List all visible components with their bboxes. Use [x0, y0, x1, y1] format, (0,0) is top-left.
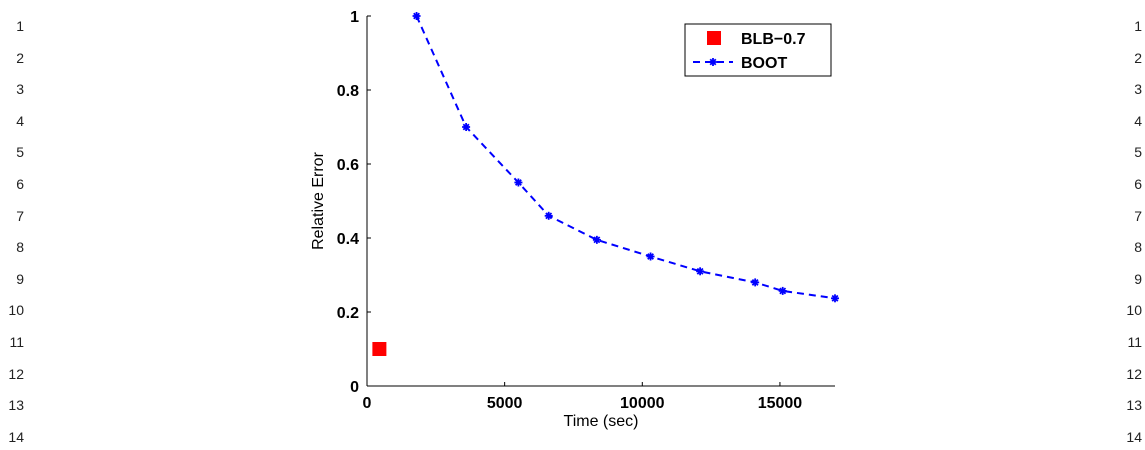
- y-axis-label: Relative Error: [310, 151, 327, 249]
- x-tick-label: 5000: [487, 395, 523, 412]
- boot-data-point: [544, 211, 553, 220]
- right-line-number: 5: [1134, 144, 1142, 161]
- y-tick-label: 0.6: [337, 157, 359, 174]
- boot-data-point: [778, 286, 787, 295]
- boot-data-point: [696, 267, 705, 276]
- boot-data-point: [751, 278, 760, 287]
- left-line-number: 8: [16, 239, 24, 256]
- left-line-number: 7: [16, 207, 24, 224]
- legend-blb-marker: [707, 31, 721, 45]
- x-tick-label: 15000: [758, 395, 803, 412]
- left-line-number: 14: [8, 428, 24, 445]
- left-line-number: 3: [16, 81, 24, 98]
- y-tick-label: 0.4: [337, 231, 359, 248]
- right-line-number: 12: [1126, 365, 1142, 382]
- right-line-number: 4: [1134, 112, 1142, 129]
- right-line-number: 6: [1134, 176, 1142, 192]
- left-line-number: 6: [16, 176, 24, 192]
- left-line-number: 2: [16, 49, 24, 66]
- y-tick-label: 0: [350, 379, 359, 396]
- x-tick-label: 0: [363, 395, 372, 412]
- left-line-number: 10: [8, 302, 24, 319]
- legend: BLB−0.7 BOOT: [684, 23, 832, 77]
- x-axis-label: Time (sec): [564, 413, 639, 430]
- left-line-number: 13: [8, 397, 24, 414]
- y-tick-label: 0.2: [337, 305, 359, 322]
- right-line-number: 13: [1126, 397, 1142, 414]
- right-line-number: 7: [1134, 207, 1142, 224]
- boot-series-line: [415, 15, 836, 300]
- left-line-number: 9: [16, 270, 24, 287]
- left-line-number: 5: [16, 144, 24, 161]
- right-line-number: 1: [1134, 18, 1142, 34]
- boot-data-point: [592, 235, 601, 244]
- right-line-number: 11: [1127, 334, 1142, 350]
- blb-data-point: [372, 342, 387, 356]
- y-tick-label: 1: [350, 9, 359, 26]
- left-line-number: 12: [8, 365, 24, 382]
- y-tick-label: 0.8: [337, 83, 359, 100]
- left-line-number: 1: [16, 18, 24, 34]
- right-line-number: 9: [1134, 270, 1142, 287]
- x-tick-label: 10000: [620, 395, 665, 412]
- boot-data-point: [412, 12, 421, 20]
- boot-data-point: [462, 123, 471, 131]
- legend-label: BLB−0.7: [741, 31, 806, 48]
- legend-boot-marker: [709, 58, 717, 66]
- right-line-number: 14: [1126, 428, 1142, 445]
- right-line-number: 10: [1126, 302, 1142, 319]
- boot-data-point: [831, 294, 839, 303]
- left-line-number: 11: [9, 334, 24, 350]
- boot-data-point: [514, 178, 523, 187]
- boot-data-point: [646, 252, 655, 261]
- legend-label: BOOT: [741, 55, 787, 72]
- right-line-number: 3: [1134, 81, 1142, 98]
- left-line-number: 4: [16, 112, 24, 129]
- right-line-number: 8: [1134, 239, 1142, 256]
- right-line-number: 2: [1134, 49, 1142, 66]
